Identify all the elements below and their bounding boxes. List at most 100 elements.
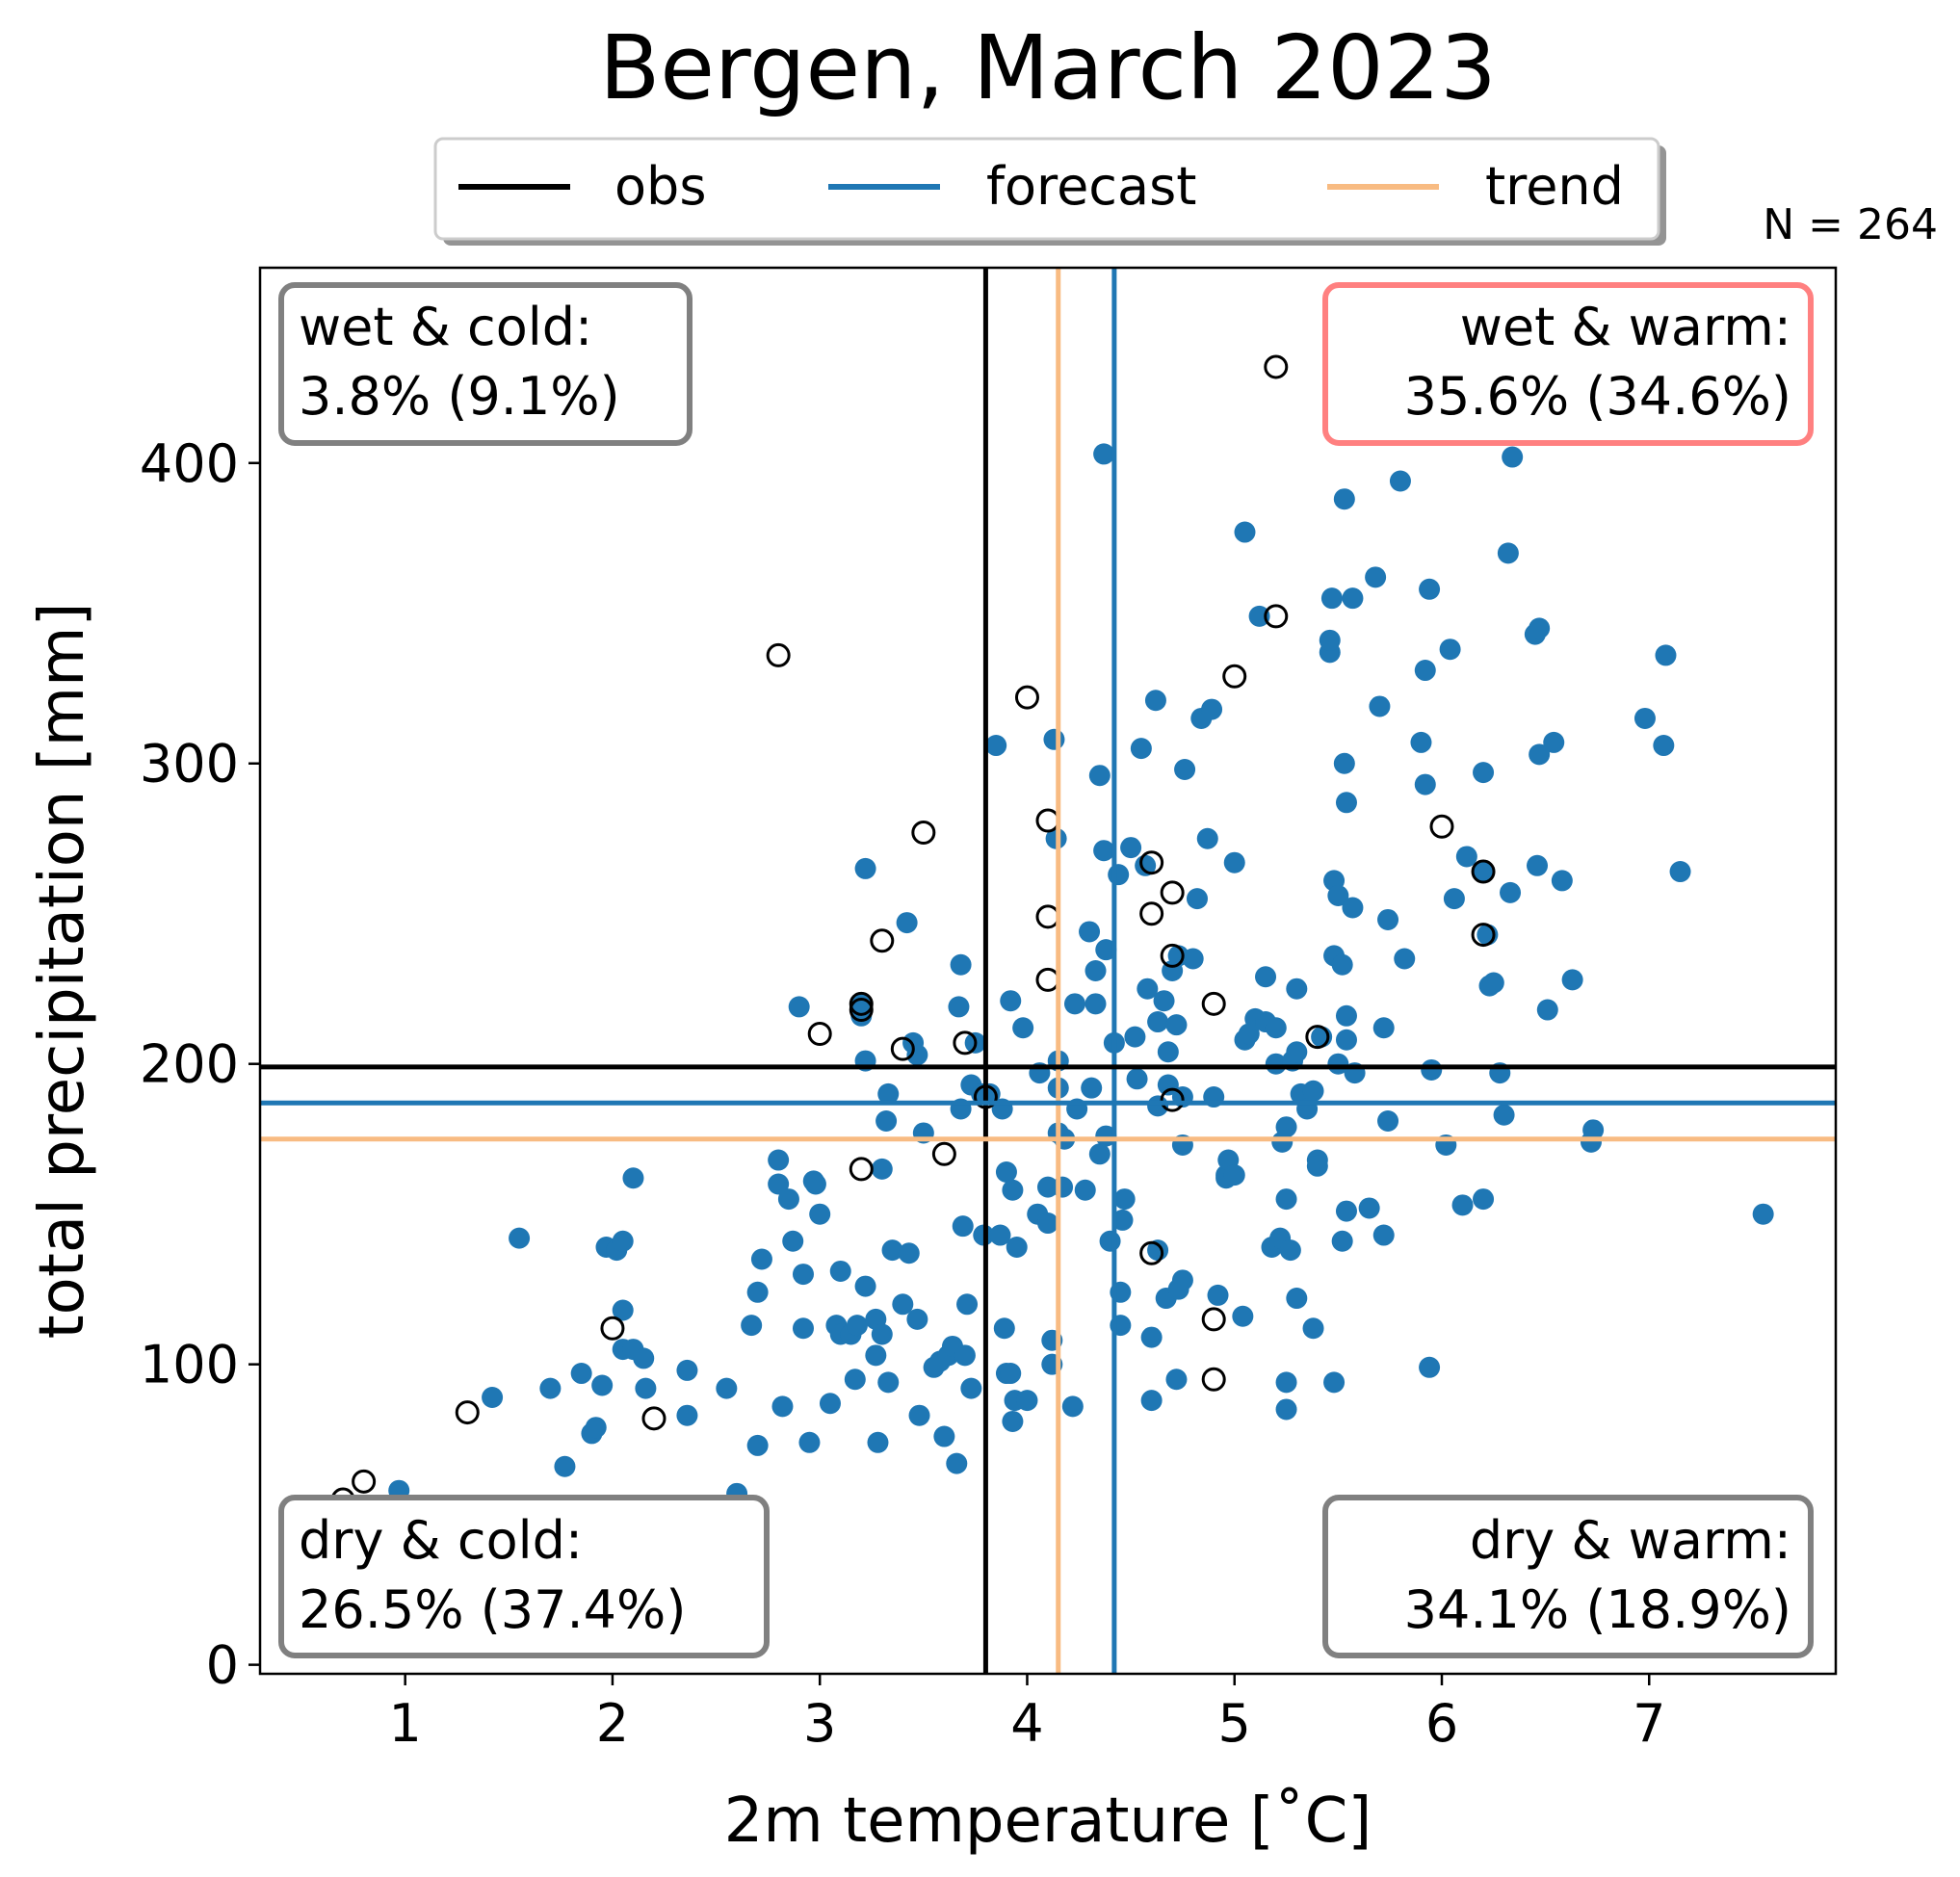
forecast-point-88: [989, 1224, 1011, 1246]
forecast-point-144: [1147, 1011, 1169, 1033]
forecast-point-21: [676, 1404, 698, 1426]
obs-point-35: [1305, 1025, 1330, 1050]
forecast-point-193: [1286, 978, 1308, 1000]
forecast-point-29: [768, 1173, 790, 1195]
forecast-point-90: [993, 1317, 1015, 1340]
forecast-point-163: [1196, 827, 1218, 849]
x-axis-label: 2m temperature [˚C]: [724, 1786, 1372, 1857]
forecast-point-199: [1306, 1155, 1328, 1177]
forecast-point-117: [1074, 1179, 1096, 1201]
quadrant-box-dry-cold: dry & cold: 26.5% (37.4%): [278, 1495, 770, 1658]
x-tick-label-1: 1: [389, 1693, 422, 1754]
forecast-point-125: [1093, 840, 1115, 862]
y-axis-label: total precipitation [mm]: [27, 603, 98, 1340]
obs-point-37: [1471, 859, 1496, 884]
forecast-point-49: [854, 857, 876, 879]
forecast-point-94: [1000, 1363, 1022, 1385]
forecast-point-227: [1389, 470, 1411, 492]
quadrant-box-dry-warm-frame: [1322, 1495, 1814, 1658]
forecast-point-252: [1527, 854, 1549, 876]
forecast-point-96: [1002, 1179, 1024, 1201]
forecast-point-62: [896, 912, 918, 934]
forecast-point-260: [1582, 1119, 1605, 1141]
forecast-point-187: [1275, 1116, 1297, 1138]
forecast-point-147: [1153, 990, 1175, 1012]
obs-point-5: [641, 1406, 666, 1431]
obs-point-23: [1139, 850, 1164, 875]
forecast-point-262: [1653, 735, 1675, 757]
legend-label-obs: obs: [614, 156, 706, 217]
forecast-point-14: [612, 1299, 634, 1321]
forecast-point-8: [585, 1417, 607, 1439]
quadrant-box-wet-warm: wet & warm: 35.6% (34.6%): [1322, 282, 1814, 446]
obs-point-26: [1160, 880, 1185, 905]
quadrant-box-dry-warm: dry & warm: 34.1% (18.9%): [1322, 1495, 1814, 1658]
forecast-point-222: [1369, 695, 1391, 717]
forecast-point-224: [1372, 1224, 1395, 1246]
obs-point-14: [890, 1036, 915, 1061]
forecast-point-213: [1335, 792, 1357, 814]
forecast-point-202: [1319, 629, 1341, 651]
forecast-point-138: [1130, 738, 1152, 760]
forecast-point-181: [1265, 1017, 1287, 1039]
forecast-point-241: [1473, 762, 1495, 784]
forecast-point-18: [633, 1347, 655, 1369]
forecast-point-133: [1111, 1209, 1134, 1231]
forecast-point-164: [1201, 698, 1223, 720]
forecast-point-42: [829, 1260, 851, 1282]
obs-point-25: [1139, 1240, 1164, 1265]
obs-point-32: [1222, 664, 1247, 689]
reference-lines-vertical: [982, 268, 1117, 1674]
obs-point-11: [849, 991, 874, 1016]
quadrant-label-dry-cold-line1: dry & cold:: [299, 1510, 583, 1571]
x-axis-ticks: 1 2 3 4 5 6 7: [389, 1674, 1665, 1754]
forecast-point-255: [1536, 999, 1558, 1021]
forecast-point-74: [946, 1452, 968, 1474]
forecast-point-263: [1655, 644, 1677, 666]
y-axis-ticks: 0 100 200 300 400: [140, 433, 260, 1696]
forecast-point-135: [1120, 837, 1142, 859]
forecast-point-245: [1482, 972, 1504, 994]
forecast-point-71: [933, 1425, 955, 1447]
chart-title: Bergen, March 2023: [599, 16, 1497, 119]
forecast-point-128: [1099, 1230, 1121, 1252]
forecast-point-20: [676, 1359, 698, 1381]
forecast-point-9: [591, 1374, 614, 1396]
obs-point-31: [1201, 1367, 1226, 1392]
y-tick-label-100: 100: [140, 1335, 239, 1395]
forecast-point-239: [1455, 846, 1477, 868]
forecast-point-258: [1561, 969, 1583, 991]
forecast-point-80: [956, 1293, 979, 1316]
obs-point-16: [931, 1141, 956, 1166]
quadrant-label-wet-cold-line2: 3.8% (9.1%): [299, 366, 620, 427]
forecast-point-141: [1140, 1390, 1163, 1412]
obs-point-4: [600, 1316, 625, 1341]
forecast-point-59: [877, 1371, 900, 1394]
forecast-point-250: [1502, 446, 1524, 468]
forecast-point-238: [1451, 1194, 1474, 1216]
forecast-point-134: [1113, 1188, 1136, 1211]
forecast-point-98: [1006, 1237, 1028, 1259]
forecast-point-78: [952, 1215, 974, 1238]
forecast-point-253: [1529, 743, 1551, 766]
forecast-point-25: [746, 1281, 769, 1303]
forecast-point-210: [1331, 1230, 1353, 1252]
forecast-point-249: [1500, 881, 1522, 903]
forecast-point-171: [1223, 1164, 1245, 1186]
forecast-point-234: [1421, 1058, 1443, 1081]
obs-point-24: [1139, 901, 1164, 926]
quadrant-box-wet-cold-frame: [278, 282, 693, 446]
forecast-point-103: [1037, 1176, 1058, 1198]
forecast-point-45: [844, 1369, 866, 1391]
forecast-point-191: [1286, 1288, 1308, 1310]
forecast-point-6: [570, 1363, 592, 1385]
forecast-point-119: [1081, 1077, 1103, 1099]
forecast-point-39: [809, 1203, 831, 1225]
quadrant-label-wet-warm-line1: wet & warm:: [1460, 297, 1791, 357]
forecast-point-223: [1372, 1017, 1395, 1039]
forecast-point-229: [1410, 731, 1432, 753]
forecast-point-121: [1085, 960, 1107, 981]
forecast-point-160: [1182, 948, 1204, 970]
forecast-point-26: [746, 1434, 769, 1456]
obs-point-12: [849, 1157, 874, 1182]
